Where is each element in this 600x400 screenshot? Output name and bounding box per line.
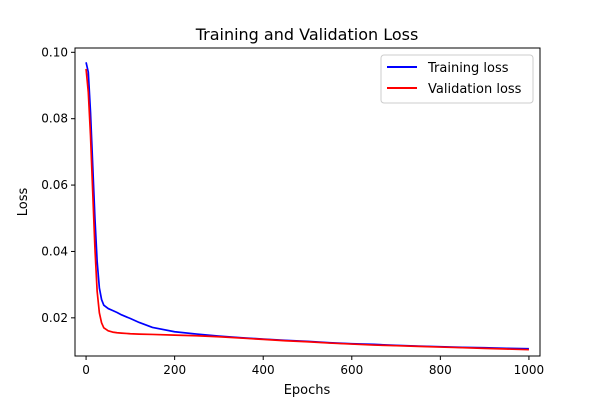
x-tick-label: 600	[340, 363, 363, 377]
series-line-validation-loss	[85, 68, 529, 351]
y-tick-label: 0.10	[41, 45, 68, 59]
y-axis-label: Loss	[16, 188, 31, 217]
y-axis-ticks: 0.02 0.04 0.06 0.08 0.10	[41, 45, 75, 325]
y-tick-label: 0.04	[41, 244, 68, 258]
x-tick-label: 800	[429, 363, 452, 377]
plot-lines	[85, 62, 529, 351]
x-axis-ticks: 0 200 400 600 800 1000	[82, 356, 544, 377]
x-tick-label: 0	[82, 363, 90, 377]
x-tick-label: 200	[163, 363, 186, 377]
chart-title: Training and Validation Loss	[195, 25, 419, 44]
y-tick-label: 0.08	[41, 112, 68, 126]
x-tick-label: 400	[252, 363, 275, 377]
x-axis-label: Epochs	[284, 383, 331, 398]
legend: Training loss Validation loss	[380, 54, 534, 104]
x-tick-label: 1000	[514, 363, 545, 377]
plot-area-frame	[74, 47, 541, 357]
y-tick-label: 0.06	[41, 178, 68, 192]
legend-box	[380, 54, 534, 104]
legend-label-training-loss: Training loss	[427, 61, 509, 76]
y-tick-label: 0.02	[41, 311, 68, 325]
legend-label-validation-loss: Validation loss	[428, 82, 522, 97]
